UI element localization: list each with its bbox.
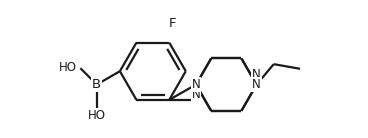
Text: N: N: [192, 78, 201, 91]
Text: N: N: [252, 78, 261, 91]
Text: N: N: [252, 68, 261, 81]
Text: HO: HO: [88, 109, 106, 122]
Text: HO: HO: [59, 61, 77, 74]
Text: B: B: [92, 78, 101, 91]
Text: F: F: [169, 17, 177, 30]
Text: N: N: [192, 88, 201, 101]
